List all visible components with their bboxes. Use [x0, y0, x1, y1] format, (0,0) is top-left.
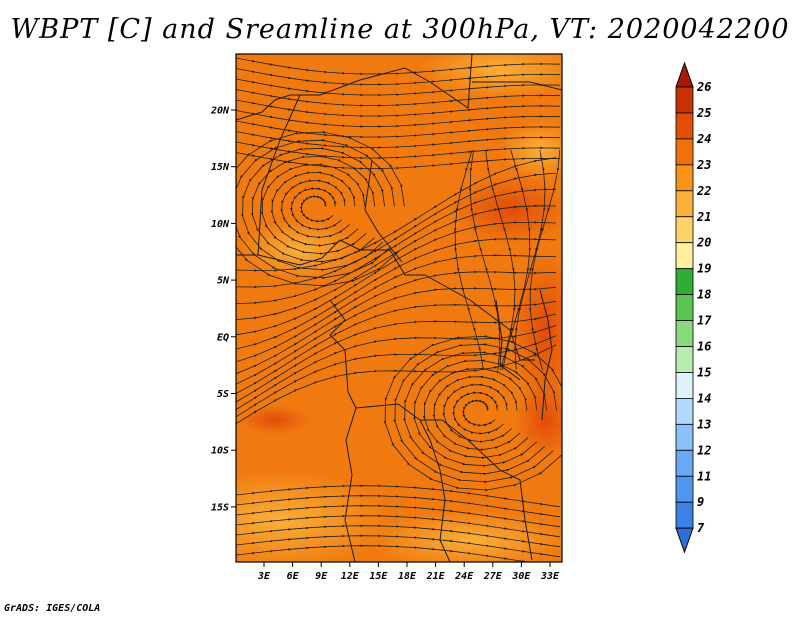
- colorbar-label: 17: [697, 314, 712, 328]
- colorbar-label: 7: [697, 521, 705, 535]
- streamline: [236, 544, 544, 562]
- colorbar-segment: [675, 138, 694, 166]
- lon-tick-label: 27E: [483, 571, 503, 582]
- lon-tick-label: 33E: [540, 571, 560, 582]
- colorbar-segment: [675, 320, 694, 347]
- colorbar-label: 24: [696, 132, 711, 146]
- lon-tick-label: 3E: [257, 571, 271, 582]
- wbpt-patch: [240, 405, 310, 435]
- streamlines: [236, 57, 562, 562]
- colorbar: 26 25 24 23 22 21 20 19 18 17 16 15 14 13 12 11 9 7: [675, 61, 712, 554]
- colorbar-label: 20: [696, 236, 711, 250]
- colorbar-segment: [675, 268, 694, 295]
- lon-tick-label: 15E: [369, 571, 388, 582]
- colorbar-label: 26: [696, 80, 711, 94]
- colorbar-segment: [675, 164, 694, 192]
- colorbar-label: 23: [696, 158, 711, 172]
- colorbar-label: 9: [697, 495, 704, 509]
- colorbar-segment: [675, 190, 694, 218]
- lon-tick-label: 30E: [511, 571, 531, 582]
- colorbar-label: 14: [697, 391, 711, 405]
- chart-title: WBPT [C] and Sreamline at 300hPa, VT: 20…: [10, 14, 790, 45]
- colorbar-label: 11: [697, 469, 711, 483]
- colorbar-segment: [675, 86, 694, 114]
- lon-tick-label: 18E: [398, 571, 417, 582]
- lat-tick-label: 5N: [217, 276, 230, 287]
- colorbar-label: 21: [696, 210, 711, 224]
- colorbar-segment: [675, 372, 694, 399]
- lat-tick-label: 5S: [217, 389, 229, 400]
- lon-tick-label: 6E: [287, 571, 300, 582]
- colorbar-low-arrow: [675, 527, 694, 554]
- colorbar-segment: [675, 346, 694, 373]
- lat-tick-label: 15N: [211, 162, 230, 173]
- wbpt-patch: [515, 380, 562, 460]
- map-plot-area: [236, 54, 562, 562]
- colorbar-label: 13: [697, 417, 711, 431]
- colorbar-segment: [675, 423, 694, 451]
- lat-tick-label: EQ: [217, 332, 229, 343]
- colorbar-segment: [675, 242, 694, 270]
- colorbar-label: 22: [696, 184, 711, 198]
- colorbar-label: 25: [696, 106, 711, 120]
- colorbar-label: 15: [697, 365, 711, 379]
- colorbar-segment: [675, 501, 694, 529]
- colorbar-high-arrow: [675, 61, 694, 88]
- colorbar-label: 19: [697, 262, 711, 276]
- lon-tick-label: 24E: [454, 571, 474, 582]
- colorbar-segment: [675, 112, 694, 140]
- colorbar-segment: [675, 449, 694, 477]
- colorbar-label: 12: [697, 443, 711, 457]
- grads-credit: GrADS: IGES/COLA: [4, 603, 101, 614]
- colorbar-segment: [675, 475, 694, 503]
- colorbar-label: 16: [697, 340, 711, 354]
- latitude-axis: 20N 15N 10N 5N EQ 5S 10S 15S: [210, 106, 236, 513]
- wbpt-patch: [450, 175, 562, 245]
- streamline: [236, 344, 557, 425]
- wbpt-patch: [370, 510, 562, 562]
- lon-tick-label: 9E: [315, 571, 328, 582]
- lat-tick-label: 10S: [211, 446, 229, 457]
- lat-tick-label: 20N: [210, 106, 230, 117]
- streamline: [528, 149, 561, 371]
- colorbar-segment: [675, 216, 694, 244]
- colorbar-label: 18: [697, 288, 711, 302]
- longitude-axis: 3E 6E 9E 12E 15E 18E 21E 24E 27E 30E 33E: [257, 562, 560, 582]
- colorbar-segment: [675, 294, 694, 321]
- plot-frame: [235, 53, 563, 563]
- lat-tick-label: 15S: [211, 502, 229, 513]
- lat-tick-label: 10N: [211, 219, 230, 230]
- lon-tick-label: 12E: [341, 571, 360, 582]
- colorbar-segment: [675, 397, 694, 425]
- lon-tick-label: 21E: [426, 571, 446, 582]
